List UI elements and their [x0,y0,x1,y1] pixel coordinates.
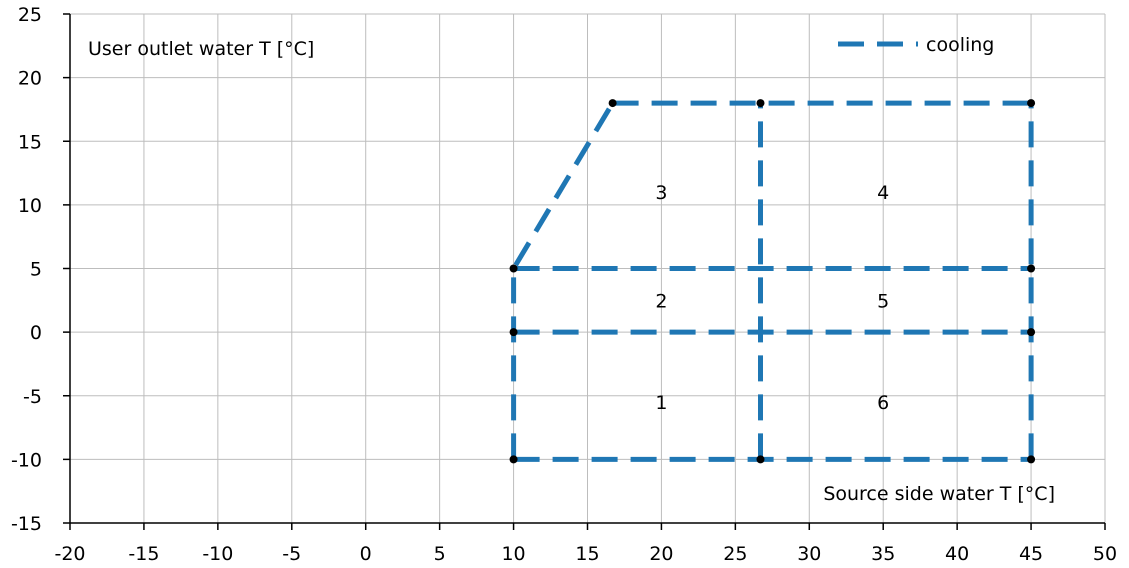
vertex-marker [1027,455,1036,464]
y-tick-label: -5 [23,386,42,408]
zone-label-3: 3 [655,182,667,204]
vertex-markers [509,99,1036,464]
y-tick-label: -10 [11,449,42,471]
legend-label-cooling: cooling [926,34,994,56]
x-tick-label: 0 [360,543,372,565]
zone-labels: 1 2 3 4 5 6 [655,182,889,414]
x-tick-label: 40 [945,543,969,565]
axes [63,13,1106,530]
vertex-marker [1027,264,1036,273]
y-tick-label: -15 [11,513,42,535]
x-tick-label: -5 [282,543,301,565]
y-tick-label: 20 [18,68,42,90]
vertex-marker [509,328,518,337]
vertex-marker [509,264,518,273]
legend: cooling [838,34,994,56]
y-tick-label: 10 [18,195,42,217]
y-tick-label: 25 [18,4,42,26]
cooling-series [511,100,1034,462]
vertex-marker [509,455,518,464]
y-tick-label: 15 [18,131,42,153]
zone-label-4: 4 [877,182,889,204]
x-tick-label: 15 [575,543,599,565]
y-tick-label: 0 [30,322,42,344]
zone-label-6: 6 [877,392,889,414]
y-tick-label: 5 [30,259,42,281]
vertex-marker [1027,328,1036,337]
vertex-marker [608,99,617,108]
x-tick-label: -15 [128,543,159,565]
cooling-envelope-line [511,101,615,460]
x-tick-label: 20 [649,543,673,565]
x-tick-label: 35 [871,543,895,565]
vertex-marker [756,455,765,464]
y-tick-labels: -15 -10 -5 0 5 10 15 20 25 [11,4,42,535]
x-tick-label: 30 [797,543,821,565]
zone-label-5: 5 [877,290,889,312]
y-axis-title: User outlet water T [°C] [88,38,314,60]
zone-label-2: 2 [655,290,667,312]
x-tick-labels: -20 -15 -10 -5 0 5 10 15 20 25 30 35 40 45 50 [54,543,1117,565]
zone-label-1: 1 [655,392,667,414]
x-tick-label: -20 [54,543,85,565]
vertex-marker [1027,99,1036,108]
x-tick-label: 25 [723,543,747,565]
x-tick-label: 45 [1019,543,1043,565]
x-tick-label: -10 [202,543,233,565]
x-tick-label: 50 [1093,543,1117,565]
x-tick-label: 10 [501,543,525,565]
vertex-marker [756,99,765,108]
x-axis-title: Source side water T [°C] [823,483,1055,505]
x-tick-label: 5 [434,543,446,565]
